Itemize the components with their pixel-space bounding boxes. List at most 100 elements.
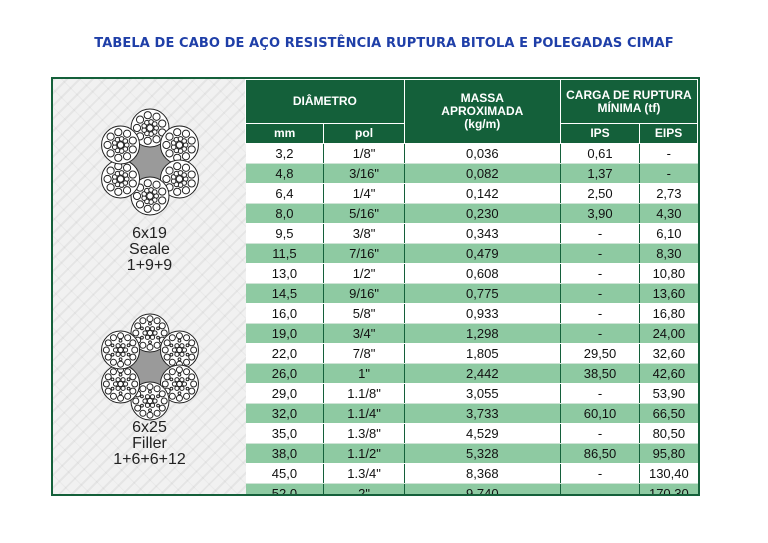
rope-label-6x19: 6x19 Seale 1+9+9	[53, 226, 246, 274]
table-row: 3,2 1/8" 0,036 0,61-	[245, 143, 698, 164]
cell-ips: 60,10	[560, 403, 641, 424]
rope-label-line: 1+6+6+12	[113, 451, 186, 468]
rope-label-6x25: 6x25 Filler 1+6+6+12	[53, 420, 246, 468]
cell-eips: 4,30	[639, 203, 698, 224]
cell-ips: -	[560, 243, 641, 264]
cell-pol: 1/4"	[323, 183, 405, 204]
cell-ips: -	[560, 283, 641, 304]
cell-pol: 5/8"	[323, 303, 405, 324]
header-carga: CARGA DE RUPTURA MÍNIMA (tf)	[559, 79, 698, 124]
rope-label-line: 6x19	[132, 225, 167, 242]
cell-massa: 3,733	[404, 403, 561, 424]
table-row: 22,0 7/8" 1,805 29,50 32,60	[245, 343, 698, 364]
cell-mm: 38,0	[245, 443, 325, 464]
cell-pol: 1.1/8"	[323, 383, 405, 404]
cell-mm: 32,0	[245, 403, 325, 424]
table-row: 13,0 1/2" 0,608-10,80	[245, 263, 698, 284]
cell-massa: 0,343	[404, 223, 561, 244]
cell-mm: 52,0	[245, 483, 325, 494]
cell-ips: 2,50	[560, 183, 641, 204]
table-row: 26,0 1" 2,442 38,50 42,60	[245, 363, 698, 384]
cell-ips: 1,37	[560, 163, 641, 184]
table-body: 3,2 1/8" 0,036 0,61-4,8 3/16" 0,082 1,37-6,4 1/…	[245, 143, 698, 494]
table-row: 4,8 3/16" 0,082 1,37-	[245, 163, 698, 184]
cell-pol: 1.1/4"	[323, 403, 405, 424]
cell-mm: 35,0	[245, 423, 325, 444]
cell-eips: 42,60	[639, 363, 698, 384]
rope-label-line: 6x25	[132, 419, 167, 436]
cell-massa: 2,442	[404, 363, 561, 384]
cell-massa: 0,608	[404, 263, 561, 284]
cell-ips: 29,50	[560, 343, 641, 364]
header-eips: EIPS	[639, 123, 698, 144]
cell-eips: 6,10	[639, 223, 698, 244]
cell-massa: 5,328	[404, 443, 561, 464]
cell-mm: 8,0	[245, 203, 325, 224]
cell-mm: 11,5	[245, 243, 325, 264]
cell-pol: 3/16"	[323, 163, 405, 184]
cell-pol: 3/4"	[323, 323, 405, 344]
cell-massa: 0,036	[404, 143, 561, 164]
header-massa-line: APROXIMADA	[441, 104, 524, 118]
cell-pol: 7/8"	[323, 343, 405, 364]
cell-ips: 86,50	[560, 443, 641, 464]
cell-ips: -	[560, 423, 641, 444]
cell-eips: -	[639, 143, 698, 164]
cell-massa: 0,775	[404, 283, 561, 304]
cell-mm: 4,8	[245, 163, 325, 184]
cell-mm: 29,0	[245, 383, 325, 404]
table-row: 29,0 1.1/8" 3,055-53,90	[245, 383, 698, 404]
rope-cross-section-6x19-icon	[101, 108, 199, 216]
cell-eips: 80,50	[639, 423, 698, 444]
cell-ips: -	[560, 223, 641, 244]
cell-pol: 1"	[323, 363, 405, 384]
cell-mm: 16,0	[245, 303, 325, 324]
cell-mm: 9,5	[245, 223, 325, 244]
cell-pol: 1.3/8"	[323, 423, 405, 444]
cell-eips: 16,80	[639, 303, 698, 324]
cell-mm: 19,0	[245, 323, 325, 344]
cell-eips: 53,90	[639, 383, 698, 404]
cell-pol: 3/8"	[323, 223, 405, 244]
cell-massa: 0,230	[404, 203, 561, 224]
cell-ips: -	[560, 323, 641, 344]
header-massa-line: MASSA	[460, 91, 504, 105]
cell-pol: 1/8"	[323, 143, 405, 164]
cell-ips: -	[560, 263, 641, 284]
header-mm: mm	[244, 123, 325, 144]
cell-mm: 6,4	[245, 183, 325, 204]
table-row: 6,4 1/4" 0,142 2,50 2,73	[245, 183, 698, 204]
header-pol: pol	[323, 123, 405, 144]
rope-table-frame: 6x19 Seale 1+9+9 6x25 Filler 1+6+6+12 DI…	[51, 77, 700, 496]
cell-ips: 3,90	[560, 203, 641, 224]
cell-mm: 14,5	[245, 283, 325, 304]
cell-massa: 4,529	[404, 423, 561, 444]
cell-pol: 1.3/4"	[323, 463, 405, 484]
cell-pol: 2"	[323, 483, 405, 494]
cell-mm: 13,0	[245, 263, 325, 284]
cell-massa: 0,142	[404, 183, 561, 204]
cell-massa: 1,298	[404, 323, 561, 344]
cell-mm: 22,0	[245, 343, 325, 364]
cell-massa: 3,055	[404, 383, 561, 404]
cell-mm: 3,2	[245, 143, 325, 164]
cell-eips: 95,80	[639, 443, 698, 464]
header-massa: MASSA APROXIMADA (kg/m)	[403, 79, 561, 144]
cell-pol: 1.1/2"	[323, 443, 405, 464]
cell-ips: -	[560, 383, 641, 404]
table-row: 19,0 3/4" 1,298-24,00	[245, 323, 698, 344]
cell-pol: 9/16"	[323, 283, 405, 304]
table-row: 14,5 9/16" 0,775-13,60	[245, 283, 698, 304]
cell-massa: 8,368	[404, 463, 561, 484]
table-row: 16,0 5/8" 0,933-16,80	[245, 303, 698, 324]
cell-massa: 1,805	[404, 343, 561, 364]
cell-eips: 8,30	[639, 243, 698, 264]
cell-ips: -	[560, 463, 641, 484]
cell-mm: 45,0	[245, 463, 325, 484]
rope-cross-section-6x25-icon	[101, 313, 199, 421]
header-massa-line: (kg/m)	[464, 117, 501, 131]
header-diametro: DIÂMETRO	[245, 79, 405, 124]
rope-label-line: Filler	[132, 435, 167, 452]
cell-ips: 38,50	[560, 363, 641, 384]
cell-ips: 0,61	[560, 143, 641, 164]
